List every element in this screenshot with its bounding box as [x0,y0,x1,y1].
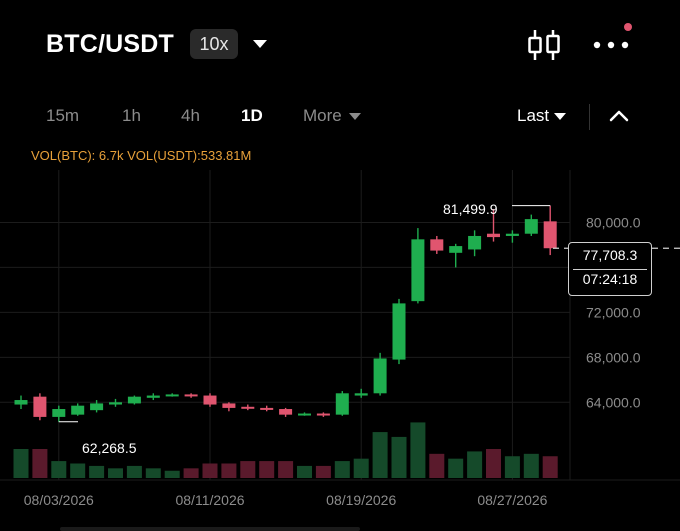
pair-title[interactable]: BTC/USDT [46,30,174,58]
candle-body [468,235,482,250]
candle-body [90,403,104,411]
y-tick-label: 68,000.0 [586,349,641,365]
candle-body [373,358,387,394]
volume-bar [448,458,464,478]
candle-body [184,394,198,397]
price-type-label: Last [517,106,550,125]
candle-body [543,221,557,249]
high-price-marker: 81,499.9 [443,201,498,217]
y-tick-label: 80,000.0 [586,214,641,230]
volume-bar [126,465,142,478]
candle-body [260,407,274,410]
scroll-indicator [60,527,360,531]
candle-body [449,246,463,253]
volume-info: VOL(BTC): 6.7k VOL(USDT):533.81M [31,148,252,163]
tab-4h[interactable]: 4h [181,106,200,125]
candle-body [203,395,217,405]
volume-bar [278,461,294,478]
volume-bar [183,468,199,478]
tab-15m[interactable]: 15m [46,106,80,125]
x-tick-label: 08/03/2026 [24,492,94,508]
price-type-select[interactable]: Last [517,106,567,126]
low-price-marker: 62,268.5 [82,440,137,456]
timeframe-tabs: 15m 1h 4h 1D More [0,100,680,134]
volume-bar [372,432,388,478]
candle-body [127,396,141,404]
candle-body [109,402,122,405]
y-tick-label: 64,000.0 [586,394,641,410]
tab-more-label: More [303,106,342,125]
x-tick-label: 08/11/2026 [175,492,244,508]
divider [589,104,590,130]
volume-bar [504,456,520,478]
chevron-up-icon[interactable] [608,108,630,124]
chevron-down-icon[interactable] [252,38,268,50]
candle-body [33,396,47,417]
volume-bar [523,453,539,478]
volume-bar [164,470,180,478]
candle-body [298,413,311,416]
candle-body [241,406,255,409]
candle-body [411,239,425,302]
chevron-down-icon [348,113,361,120]
divider [573,269,647,270]
candle-body [52,409,66,417]
candle-body [316,413,330,416]
volume-bar [334,461,350,478]
volume-bar [145,468,161,478]
header: BTC/USDT 10x [0,0,680,90]
candle-body [71,405,85,415]
candle-countdown: 07:24:18 [582,271,638,287]
volume-bar [391,436,407,478]
candle-body [222,403,236,408]
candle-body [505,233,519,236]
candle-body [392,303,406,360]
x-tick-label: 08/19/2026 [326,492,396,508]
more-dots-icon[interactable] [590,22,634,58]
volume-bar [467,451,483,478]
notification-dot [624,23,632,31]
volume-bar [221,463,237,478]
volume-bar [32,449,48,478]
last-price-box: 77,708.3 07:24:18 [568,242,652,296]
volume-bar [353,458,369,478]
volume-bar [259,461,275,478]
last-price: 77,708.3 [582,247,638,263]
volume-bar [70,463,86,478]
candle-body [524,219,538,234]
candle-body [14,400,28,405]
candle-body [430,239,444,251]
leverage-button[interactable]: 10x [190,29,238,59]
volume-bar [429,453,445,478]
volume-bar [542,456,558,478]
tab-more[interactable]: More [303,106,362,126]
candle-body [487,233,500,238]
volume-bar [13,449,29,478]
volume-bar [297,465,312,478]
candle-body [165,394,179,397]
candlestick-icon[interactable] [525,28,563,62]
volume-bar [410,422,426,478]
volume-bar [486,449,501,478]
tab-1h[interactable]: 1h [122,106,141,125]
volume-bar [202,463,218,478]
chevron-down-icon [554,113,567,120]
volume-bar [108,468,123,478]
candle-body [146,395,160,398]
tab-1d[interactable]: 1D [241,106,263,125]
volume-bar [315,465,331,478]
candlestick-chart[interactable]: 80,000.076,000.072,000.068,000.064,000.0… [0,170,680,520]
candle-body [354,393,368,396]
candle-body [279,409,293,415]
volume-bar [89,465,105,478]
volume-bar [240,461,256,478]
candle-body [335,393,349,415]
y-tick-label: 72,000.0 [586,304,641,320]
x-tick-label: 08/27/2026 [477,492,547,508]
volume-bar [51,461,67,478]
